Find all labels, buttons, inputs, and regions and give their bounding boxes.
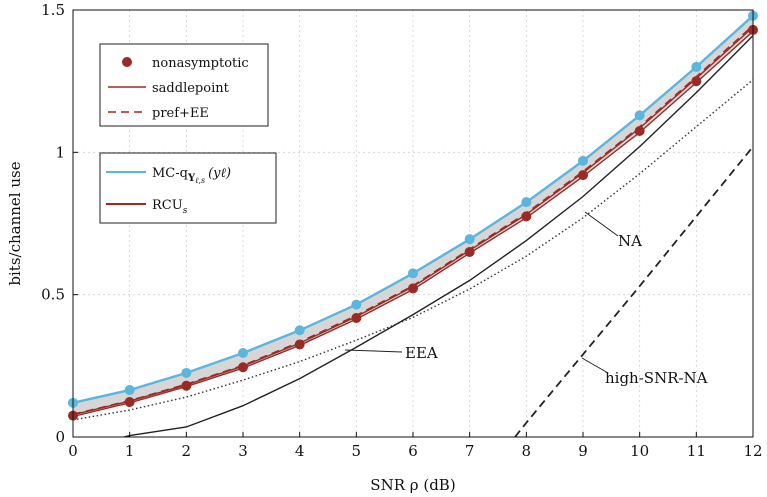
x-tick-label: 1 bbox=[125, 442, 135, 460]
annotation-leader-highsnr bbox=[581, 357, 609, 374]
marker-mcq bbox=[294, 325, 305, 336]
x-tick-label: 8 bbox=[522, 442, 532, 460]
marker-mcq bbox=[408, 268, 418, 279]
marker-mcq bbox=[124, 385, 135, 396]
marker-mcq bbox=[578, 155, 588, 166]
annotation-leader-eea bbox=[344, 349, 403, 353]
marker-mcq bbox=[691, 61, 702, 72]
x-tick-label: 5 bbox=[352, 442, 362, 460]
series-line-highsnr bbox=[514, 146, 754, 438]
marker-nonasymptotic bbox=[634, 125, 645, 136]
legend-label-saddlepoint: saddlepoint bbox=[152, 81, 230, 96]
annotation-na: NA bbox=[618, 232, 642, 250]
marker-nonasymptotic bbox=[294, 339, 305, 350]
marker-nonasymptotic bbox=[408, 283, 418, 294]
x-tick-label: 4 bbox=[295, 442, 305, 460]
x-tick-label: 0 bbox=[68, 442, 78, 460]
marker-nonasymptotic bbox=[691, 76, 702, 87]
y-tick-label: 0.5 bbox=[41, 286, 65, 304]
legend-label-prefEE: pref+EE bbox=[152, 106, 209, 121]
annotation-eea: EEA bbox=[405, 344, 438, 362]
x-tick-label: 3 bbox=[238, 442, 248, 460]
marker-nonasymptotic bbox=[521, 211, 532, 222]
x-tick-label: 6 bbox=[408, 442, 418, 460]
x-tick-label: 10 bbox=[630, 442, 649, 460]
legend-label-rcu: RCUs bbox=[152, 198, 188, 216]
marker-nonasymptotic bbox=[181, 380, 192, 391]
legend-box-bottom bbox=[99, 152, 277, 224]
legend-marker-nonasymptotic bbox=[122, 57, 132, 67]
legend-argument: (yℓ) bbox=[208, 166, 231, 181]
y-axis-label: bits/channel use bbox=[6, 161, 24, 285]
legend-subscript: s bbox=[183, 206, 188, 216]
marker-mcq bbox=[464, 234, 475, 245]
marker-mcq bbox=[351, 299, 362, 310]
annotation-leader-na bbox=[584, 211, 619, 237]
marker-mcq bbox=[181, 367, 192, 378]
marker-mcq bbox=[634, 110, 645, 121]
x-tick-label: 12 bbox=[743, 442, 762, 460]
legend-label-nonasymptotic: nonasymptotic bbox=[152, 56, 249, 71]
y-tick-label: 1 bbox=[55, 143, 65, 161]
marker-nonasymptotic bbox=[124, 396, 135, 407]
y-tick-label: 1.5 bbox=[41, 1, 65, 19]
series-line-eea bbox=[72, 79, 754, 421]
marker-mcq bbox=[238, 348, 248, 359]
legend-subscript: ℓ,s bbox=[195, 176, 205, 185]
marker-nonasymptotic bbox=[464, 246, 475, 257]
series-line-na bbox=[123, 35, 754, 438]
annotation-high-snr-na: high-SNR-NA bbox=[605, 369, 708, 387]
x-tick-label: 11 bbox=[687, 442, 706, 460]
y-tick-label: 0 bbox=[55, 428, 65, 446]
marker-nonasymptotic bbox=[578, 170, 588, 181]
x-tick-label: 9 bbox=[578, 442, 588, 460]
x-axis-label: SNR ρ (dB) bbox=[370, 476, 455, 494]
legend-label-mcq: MC-qYℓ,s (yℓ) bbox=[152, 166, 231, 185]
x-tick-label: 2 bbox=[182, 442, 192, 460]
x-tick-label: 7 bbox=[465, 442, 475, 460]
marker-nonasymptotic bbox=[351, 313, 362, 324]
legend-subscript: Y bbox=[187, 173, 196, 184]
marker-mcq bbox=[521, 197, 532, 208]
marker-nonasymptotic bbox=[238, 362, 248, 373]
